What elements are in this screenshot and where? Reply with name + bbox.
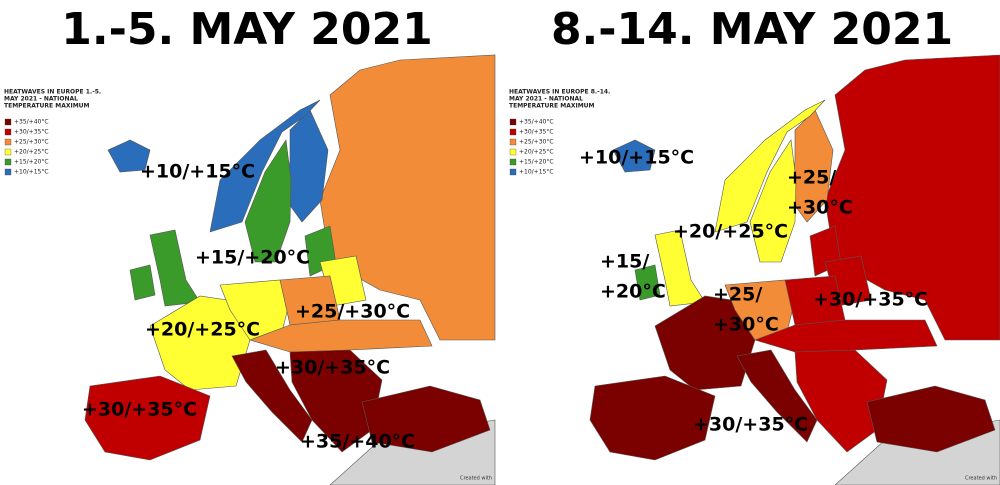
legend-swatch	[4, 118, 12, 126]
legend-label: +35/+40°C	[14, 119, 49, 126]
map-title: HEATWAVES IN EUROPE 1.-5.	[4, 89, 101, 96]
region-label: +10/+15°C	[579, 147, 694, 169]
region-label: +30°C	[787, 197, 853, 219]
legend-label: +15/+20°C	[14, 159, 49, 166]
legend-label: +25/+30°C	[519, 139, 554, 146]
panel-title: 1.-5. MAY 2021	[61, 4, 433, 55]
region-label: +30/+35°C	[693, 414, 808, 436]
legend-label: +10/+15°C	[14, 169, 49, 176]
legend-swatch	[509, 118, 517, 126]
legend-swatch	[509, 158, 517, 166]
panel-title: 8.-14. MAY 2021	[551, 4, 953, 55]
region-label: +25/	[713, 284, 762, 306]
legend-swatch	[509, 148, 517, 156]
region-label: +25/	[787, 167, 836, 189]
map-panel: 8.-14. MAY 2021 HEATWAVES IN EUROPE 8.-14…	[505, 4, 1000, 485]
region-label: +20/+25°C	[673, 221, 788, 243]
map-title: TEMPERATURE MAXIMUM	[509, 103, 595, 110]
legend-label: +20/+25°C	[519, 149, 554, 156]
region-label: +25/+30°C	[295, 301, 410, 323]
map-title: HEATWAVES IN EUROPE 8.-14.	[509, 89, 610, 96]
map-title: TEMPERATURE MAXIMUM	[4, 103, 90, 110]
legend-swatch	[4, 148, 12, 156]
region-label: +15/+20°C	[195, 247, 310, 269]
legend-label: +25/+30°C	[14, 139, 49, 146]
map-title: MAY 2021 - NATIONAL	[4, 96, 78, 103]
region-label: +15/	[600, 251, 649, 273]
legend-swatch	[509, 138, 517, 146]
region-label: +30/+35°C	[275, 357, 390, 379]
region-label: +30/+35°C	[82, 399, 197, 421]
region-label: +10/+15°C	[140, 161, 255, 183]
legend-label: +35/+40°C	[519, 119, 554, 126]
legend-swatch	[509, 168, 517, 176]
legend-swatch	[4, 128, 12, 136]
legend-label: +10/+15°C	[519, 169, 554, 176]
legend-swatch	[4, 138, 12, 146]
legend-label: +15/+20°C	[519, 159, 554, 166]
region-label: +35/+40°C	[300, 431, 415, 453]
region-label: +20/+25°C	[145, 319, 260, 341]
legend-label: +20/+25°C	[14, 149, 49, 156]
region-label: +30/+35°C	[813, 289, 928, 311]
legend-label: +30/+35°C	[519, 129, 554, 136]
legend-swatch	[4, 158, 12, 166]
credit: Created with	[460, 476, 492, 482]
legend-label: +30/+35°C	[14, 129, 49, 136]
region-label: +20°C	[600, 281, 666, 303]
legend-swatch	[4, 168, 12, 176]
map-panel: 1.-5. MAY 2021 HEATWAVES IN EUROPE 1.-5.M…	[0, 4, 496, 485]
map-title: MAY 2021 - NATIONAL	[509, 96, 583, 103]
credit: Created with	[965, 476, 997, 482]
region-label: +30°C	[713, 314, 779, 336]
legend-swatch	[509, 128, 517, 136]
